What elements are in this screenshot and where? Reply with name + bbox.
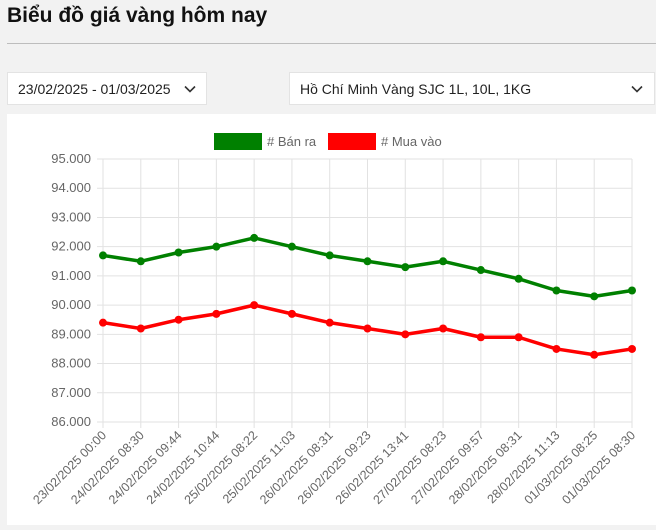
y-tick-label: 93.000 [51,209,91,224]
data-point [514,274,523,283]
gold-price-chart: 86.000 87.000 88.000 89.000 90.000 91.000 92.0… [30,133,638,507]
y-tick-label: 87.000 [51,385,91,400]
y-tick-label: 91.000 [51,268,91,283]
y-tick-label: 90.000 [51,297,91,312]
date-range-value: 23/02/2025 - 01/03/2025 [18,80,171,97]
data-point [363,324,372,333]
legend-label: # Mua vào [381,134,442,149]
data-point [136,257,145,266]
region-select[interactable]: Hồ Chí Minh Vàng SJC 1L, 10L, 1KG [289,72,655,105]
data-point [99,318,107,327]
data-point [287,309,296,318]
data-point [552,286,561,295]
data-point [439,257,448,266]
data-point [99,251,107,260]
legend-swatch [214,133,262,150]
data-point [325,251,334,260]
data-point [628,344,636,353]
x-tick-label: 01/03/2025 08:30 [559,428,638,507]
y-tick-label: 94.000 [51,180,91,195]
data-point [628,286,636,295]
data-point [174,248,183,257]
y-tick-label: 86.000 [51,414,91,429]
title-divider [7,43,656,44]
y-tick-label: 95.000 [51,151,91,166]
data-point [552,344,561,353]
data-point [590,292,599,301]
data-point [476,333,485,342]
data-point [250,233,259,242]
page-title: Biểu đồ giá vàng hôm nay [7,4,268,27]
region-value: Hồ Chí Minh Vàng SJC 1L, 10L, 1KG [300,80,532,97]
data-point [401,263,410,272]
data-point [401,330,410,339]
chevron-down-icon [631,85,643,93]
legend-label: # Bán ra [267,134,317,149]
data-point [136,324,145,333]
data-point [287,242,296,251]
data-point [174,315,183,324]
date-range-select[interactable]: 23/02/2025 - 01/03/2025 [7,72,207,105]
data-point [212,242,221,251]
y-tick-label: 88.000 [51,356,91,371]
chart-panel: 86.000 87.000 88.000 89.000 90.000 91.000 92.0… [7,114,656,525]
data-point [590,350,599,359]
data-point [476,266,485,275]
y-tick-label: 89.000 [51,326,91,341]
chevron-down-icon [184,85,196,93]
legend-swatch [328,133,376,150]
y-tick-label: 92.000 [51,239,91,254]
data-point [212,309,221,318]
data-point [363,257,372,266]
data-point [325,318,334,327]
data-point [250,301,259,310]
data-point [439,324,448,333]
data-point [514,333,523,342]
